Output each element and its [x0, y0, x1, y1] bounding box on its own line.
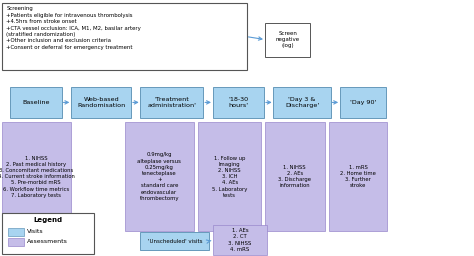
FancyBboxPatch shape	[213, 87, 264, 118]
FancyBboxPatch shape	[329, 122, 387, 231]
FancyBboxPatch shape	[2, 3, 247, 70]
Text: '18-30
hours': '18-30 hours'	[228, 97, 248, 108]
Text: Screening
+Patients eligible for intravenous thrombolysis
+4.5hrs from stroke on: Screening +Patients eligible for intrave…	[6, 6, 141, 50]
FancyBboxPatch shape	[265, 23, 310, 57]
Text: 'Day 3 &
Discharge': 'Day 3 & Discharge'	[285, 97, 319, 108]
FancyBboxPatch shape	[10, 87, 62, 118]
Text: Web-based
Randomisation: Web-based Randomisation	[77, 97, 125, 108]
FancyBboxPatch shape	[198, 122, 261, 231]
Text: 1. mRS
2. Home time
3. Further
stroke: 1. mRS 2. Home time 3. Further stroke	[340, 165, 376, 188]
Text: 1. AEs
2. CT
3. NIHSS
4. mRS: 1. AEs 2. CT 3. NIHSS 4. mRS	[228, 228, 252, 252]
Text: Visits: Visits	[27, 229, 44, 234]
Text: Assessments: Assessments	[27, 239, 68, 244]
FancyBboxPatch shape	[2, 213, 94, 254]
Text: 'Day 90': 'Day 90'	[349, 100, 376, 105]
FancyBboxPatch shape	[125, 122, 194, 231]
FancyBboxPatch shape	[8, 238, 24, 246]
Text: 'Unscheduled' visits: 'Unscheduled' visits	[147, 239, 202, 244]
FancyBboxPatch shape	[340, 87, 385, 118]
Text: 1. NIHSS
2. Past medical history
3. Concomitant medications
4. Current stroke in: 1. NIHSS 2. Past medical history 3. Conc…	[0, 156, 74, 198]
Text: Legend: Legend	[33, 217, 62, 223]
Text: Baseline: Baseline	[22, 100, 50, 105]
FancyBboxPatch shape	[2, 122, 71, 231]
FancyBboxPatch shape	[71, 87, 131, 118]
FancyBboxPatch shape	[273, 87, 331, 118]
FancyBboxPatch shape	[140, 87, 203, 118]
FancyBboxPatch shape	[213, 225, 267, 255]
Text: 'Treatment
administration': 'Treatment administration'	[147, 97, 196, 108]
Text: 0.9mg/kg
alteplase versus
0.25mg/kg
tenecteplase
+
standard care
endovascular
th: 0.9mg/kg alteplase versus 0.25mg/kg tene…	[137, 152, 181, 201]
Text: Screen
negative
(log): Screen negative (log)	[275, 31, 300, 48]
FancyBboxPatch shape	[140, 232, 209, 250]
FancyBboxPatch shape	[8, 228, 24, 236]
Text: 1. NIHSS
2. AEs
3. Discharge
information: 1. NIHSS 2. AEs 3. Discharge information	[278, 165, 311, 188]
Text: 1. Follow up
Imaging
2. NIHSS
3. ICH
4. AEs
5. Laboratory
tests: 1. Follow up Imaging 2. NIHSS 3. ICH 4. …	[212, 156, 247, 198]
FancyBboxPatch shape	[265, 122, 325, 231]
